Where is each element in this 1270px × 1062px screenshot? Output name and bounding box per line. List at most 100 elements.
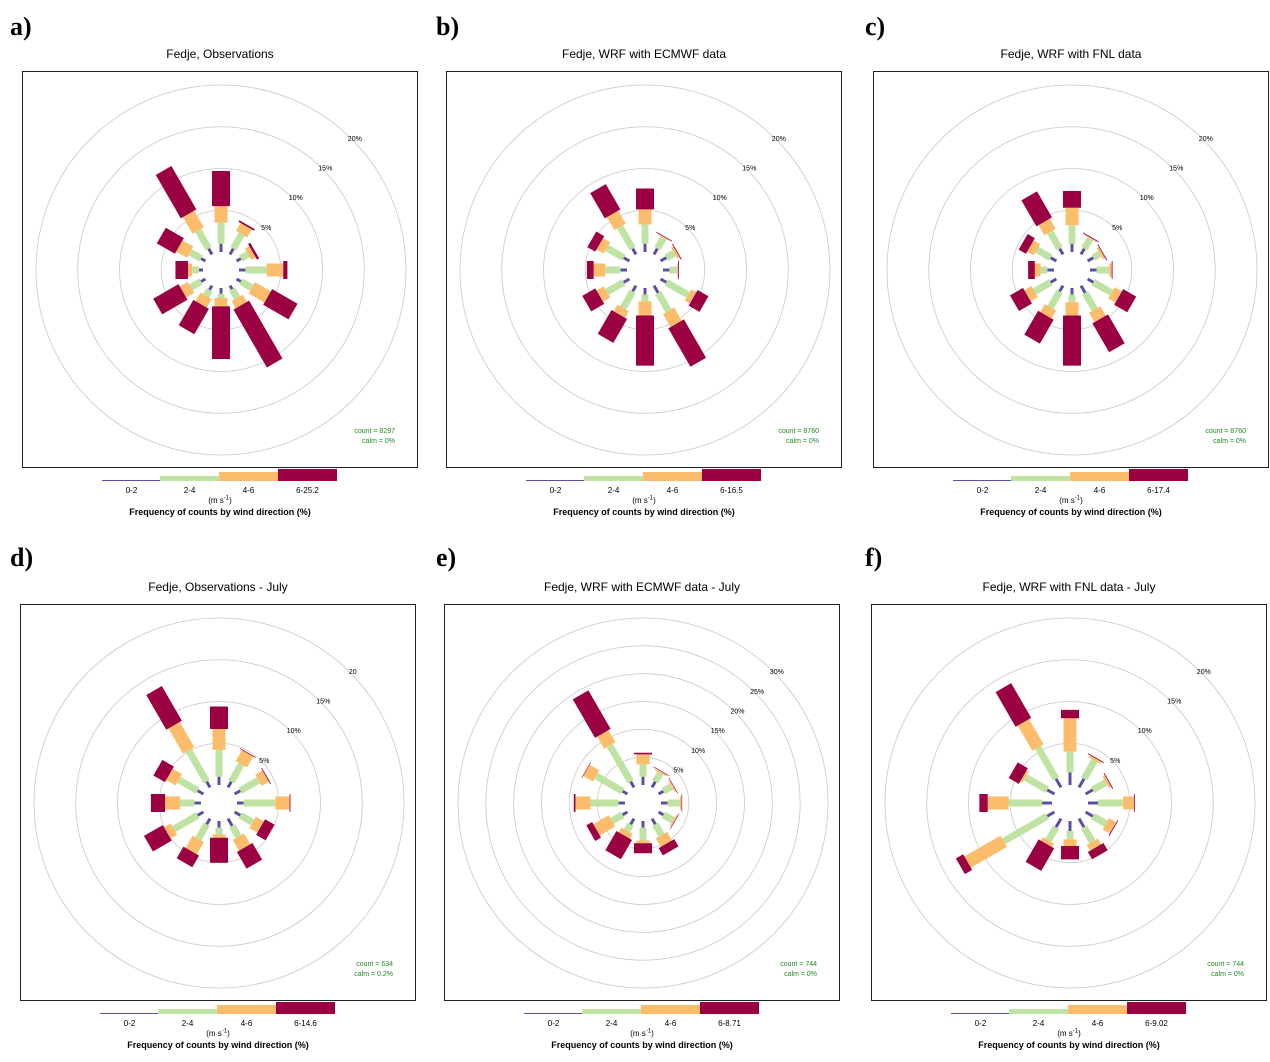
rose-segment <box>657 810 665 817</box>
rose-segment <box>1089 306 1106 323</box>
count-label: count = 8760 <box>778 428 819 435</box>
rose-segment <box>1080 758 1098 781</box>
rose-segment <box>613 304 629 318</box>
rose-segment <box>248 282 271 303</box>
rose-svg: 5% 10% 15% 20% count = 744 calm = 0% <box>884 617 1256 989</box>
calm-label: calm = 0% <box>362 438 395 445</box>
rose-segment <box>235 257 242 263</box>
rose-segment <box>166 768 183 786</box>
rose-segment <box>1082 291 1098 312</box>
panel-label: f) <box>865 543 883 572</box>
rose-segment <box>1077 817 1086 829</box>
rose-segment <box>1086 838 1102 851</box>
rose-segment <box>652 822 665 837</box>
rose-segment <box>230 232 245 251</box>
count-label: count = 744 <box>1207 961 1244 968</box>
rose-segment <box>176 846 200 868</box>
grid-ring <box>33 617 405 989</box>
rose-segment <box>1040 304 1057 319</box>
ring-label: 5% <box>685 225 695 232</box>
frequency-caption: Frequency of counts by wind direction (%… <box>129 507 311 517</box>
ring-label: 15% <box>1167 699 1181 706</box>
rose-segment <box>659 256 668 263</box>
legend-swatch <box>158 1009 217 1014</box>
chart-title: Fedje, WRF with FNL data - July <box>982 580 1156 594</box>
rose-segment <box>1021 191 1053 227</box>
legend-label: 2-4 <box>606 1019 618 1028</box>
ring-label: 15% <box>1169 166 1183 173</box>
calm-label: calm = 0% <box>784 971 817 978</box>
rose-segment <box>1032 279 1053 295</box>
rose-svg: 5% 10% 15% 20% 25% 30% count = 744 calm = 0% <box>457 617 829 989</box>
chart-title: Fedje, WRF with ECMWF data <box>561 47 727 61</box>
grid-ring <box>541 701 745 905</box>
rose-segment <box>655 291 672 313</box>
rose-segment <box>1091 279 1114 296</box>
rose-segment <box>1079 284 1087 294</box>
rose-segment <box>226 780 233 789</box>
rose-plot-area: 5% 10% 15% 20% count = 8760 calm = 0% <box>873 71 1269 468</box>
rose-svg: 5% 10% 15% 20% count = 8760 calm = 0% <box>459 84 831 456</box>
grid-ring <box>884 617 1256 989</box>
rose-segment <box>1077 777 1086 789</box>
ring-label: 10% <box>289 195 303 202</box>
legend-svg: 0-2 2-4 4-6 6-9.02 <box>951 1002 1186 1028</box>
windrose-panel-f: f) Fedje, WRF with FNL data - July 5% 10%… <box>865 545 1270 1057</box>
chart-title: Fedje, Observations - July <box>148 580 288 594</box>
rose-segment <box>661 783 674 795</box>
rose-segment <box>1054 777 1063 789</box>
rose-segment <box>621 810 629 817</box>
legend-swatch <box>276 1002 335 1014</box>
windrose-panel-a: a) Fedje, Observations 5% 10% 15% 20% count … <box>10 14 422 526</box>
rose-segment <box>195 228 212 251</box>
ring-label: 5% <box>1112 225 1122 232</box>
rose-segment <box>239 278 254 291</box>
chart-title: Fedje, WRF with FNL data <box>1000 47 1142 61</box>
rose-segment <box>631 247 638 256</box>
rose-segment <box>178 299 209 335</box>
rose-svg: 5% 10% 15% 20% count = 8760 calm = 0% <box>886 84 1258 456</box>
frequency-caption: Frequency of counts by wind direction (%… <box>553 507 735 517</box>
legend-label: 0-2 <box>548 1019 560 1028</box>
rose-segment <box>662 307 682 328</box>
rose-segment <box>195 822 210 841</box>
ring-label: 20% <box>730 709 744 716</box>
legend-label: 2-4 <box>608 486 620 495</box>
rose-segment <box>236 843 263 869</box>
rose-segment <box>249 816 264 833</box>
rose-segment <box>153 284 188 315</box>
grid-ring <box>926 659 1214 947</box>
rose-segment <box>189 278 203 291</box>
legend-swatch <box>278 469 337 481</box>
grid-ring <box>485 645 801 961</box>
legend-label: 2-4 <box>182 1019 194 1028</box>
rose-segment <box>657 789 665 796</box>
ring-label: 5% <box>259 758 269 765</box>
rose-segment <box>1092 314 1125 353</box>
rose-segment <box>235 277 242 283</box>
rose-segment <box>583 764 600 782</box>
ring-label: 10% <box>713 195 727 202</box>
rose-segment <box>1035 745 1060 781</box>
unit-label: (m s-1) <box>1059 495 1083 505</box>
rose-segment <box>233 300 283 368</box>
rose-segment <box>1114 289 1137 313</box>
legend-label: 6-25.2 <box>296 486 319 495</box>
rose-segment <box>654 768 667 777</box>
rose-segment <box>1047 289 1063 310</box>
count-label: count = 8760 <box>1205 428 1246 435</box>
legend-label: 4-6 <box>667 486 679 495</box>
legend-swatch <box>100 1013 159 1014</box>
rose-segment <box>235 750 254 768</box>
ring-label: 10% <box>691 748 705 755</box>
rose-segment <box>664 279 690 298</box>
speed-legend: 0-2 2-4 4-6 6-8.71 <box>444 1002 844 1028</box>
legend-label: 4-6 <box>1092 1019 1104 1028</box>
legend-swatch <box>1127 1002 1186 1014</box>
grid-ring <box>75 659 363 947</box>
grid-ring <box>119 168 323 372</box>
grid-ring <box>970 168 1174 372</box>
rose-segment <box>238 777 261 794</box>
windrose-panel-d: d) Fedje, Observations - July 5% 10% 15% 20… <box>10 545 420 1057</box>
rose-segment <box>1086 277 1095 284</box>
